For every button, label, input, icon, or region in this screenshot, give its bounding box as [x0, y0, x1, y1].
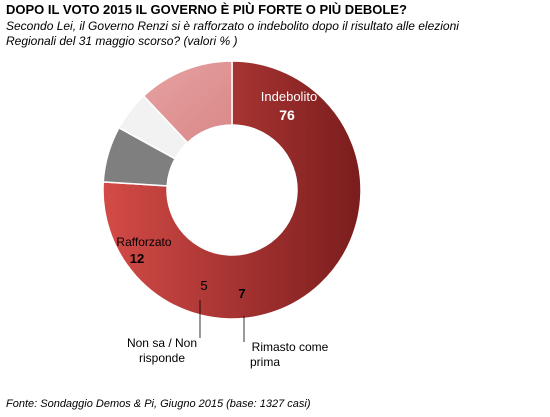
value-nonsa: 5 [200, 278, 207, 293]
value-indebolito: 76 [279, 107, 295, 123]
label-indebolito: Indebolito [261, 89, 317, 104]
chart-subtitle: Secondo Lei, il Governo Renzi si è raffo… [6, 19, 459, 48]
slice-indebolito [102, 60, 362, 320]
value-rimasto: 7 [238, 286, 245, 301]
chart-title: DOPO IL VOTO 2015 IL GOVERNO È PIÙ FORTE… [6, 2, 407, 17]
label-nonsa-line1: Non sa / Non [127, 336, 197, 350]
label-rimasto-line1: Rimasto come [252, 340, 329, 354]
value-rafforzato: 12 [130, 251, 144, 266]
source-note: Fonte: Sondaggio Demos & Pi, Giugno 2015… [6, 398, 311, 410]
label-nonsa-line2: risponde [139, 351, 185, 365]
label-rafforzato: Rafforzato [116, 235, 171, 249]
label-rimasto-line2: prima [250, 355, 280, 369]
slice-rafforzato [142, 60, 233, 144]
